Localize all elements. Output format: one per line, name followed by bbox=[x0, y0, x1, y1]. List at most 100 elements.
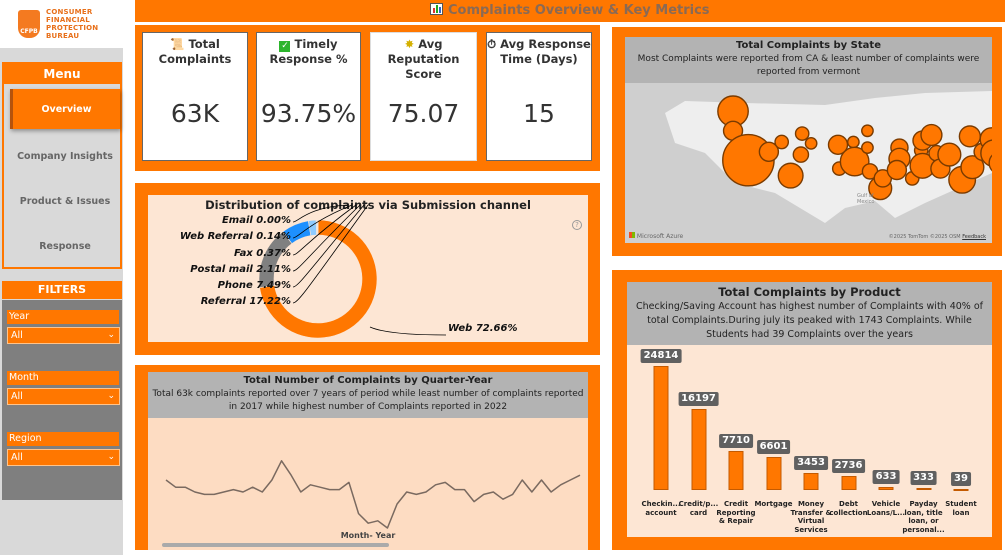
bar[interactable] bbox=[691, 409, 706, 490]
bar[interactable] bbox=[953, 489, 969, 491]
year-value: All bbox=[11, 330, 23, 341]
state-bubble[interactable] bbox=[861, 141, 874, 154]
state-bubble[interactable] bbox=[774, 134, 790, 150]
logo-line: PROTECTION bbox=[46, 24, 99, 32]
leader-line bbox=[292, 204, 369, 304]
chevron-down-icon: ⌄ bbox=[107, 452, 115, 462]
state-bubble[interactable] bbox=[846, 135, 860, 149]
kpi-total-complaints: 📜 Total Complaints 63K bbox=[142, 32, 248, 161]
donut-svg bbox=[258, 204, 447, 339]
bar[interactable] bbox=[766, 457, 781, 490]
state-bubble[interactable] bbox=[988, 152, 992, 175]
year-dropdown[interactable]: All ⌄ bbox=[7, 327, 120, 344]
us-map[interactable]: Microsoft Azure ©2025 TomTom ©2025 OSM F… bbox=[625, 83, 992, 243]
menu-item-company-insights[interactable]: Company Insights bbox=[17, 150, 113, 162]
donut-chart: Distribution of complaints via Submissio… bbox=[148, 195, 588, 342]
category-label: Checkin... account bbox=[641, 500, 681, 517]
donut-label: Postal mail 2.11% bbox=[190, 264, 291, 275]
kpi-label: Total Complaints bbox=[158, 37, 232, 66]
bar-chart-icon bbox=[430, 3, 444, 15]
donut-slice-web[interactable] bbox=[259, 219, 378, 339]
eagle-seal-icon: CFPB bbox=[18, 10, 40, 38]
chevron-down-icon: ⌄ bbox=[107, 391, 115, 401]
leader-line bbox=[292, 204, 357, 256]
category-label: Debt collection bbox=[829, 500, 868, 517]
kpi-reputation-score: ✸ Avg Reputation Score 75.07 bbox=[370, 32, 477, 161]
chevron-down-icon: ⌄ bbox=[107, 330, 115, 340]
kpi-label: Timely Response % bbox=[269, 37, 348, 66]
category-label: Student loan bbox=[945, 500, 977, 517]
kpi-label: Avg Response Time (Days) bbox=[500, 37, 591, 66]
bar-value-label: 333 bbox=[910, 471, 937, 486]
help-icon[interactable]: ? bbox=[572, 220, 582, 230]
star-badge-icon: ✸ bbox=[404, 37, 415, 51]
map-credits: ©2025 TomTom ©2025 OSM Feedback bbox=[889, 234, 986, 240]
state-bubble[interactable] bbox=[861, 124, 874, 138]
state-bubble[interactable] bbox=[960, 155, 985, 180]
state-bubble[interactable] bbox=[886, 159, 908, 181]
state-bubble[interactable] bbox=[804, 137, 818, 150]
category-label: Credit Reporting & Repair bbox=[716, 500, 756, 525]
check-box-icon: ✓ bbox=[279, 41, 291, 52]
menu-title: Menu bbox=[4, 64, 120, 84]
bar[interactable] bbox=[841, 476, 856, 490]
menu-panel: Menu Overview Company Insights Product &… bbox=[2, 62, 122, 269]
gulf-label: Gulf of Mexico bbox=[857, 193, 875, 205]
line-svg bbox=[165, 460, 581, 529]
menu-item-response[interactable]: Response bbox=[39, 240, 91, 252]
product-title: Total Complaints by Product bbox=[718, 285, 901, 299]
brand-text: Microsoft Azure bbox=[636, 233, 684, 240]
donut-label: Web Referral 0.14% bbox=[179, 231, 291, 242]
category-label: Credit/p... card bbox=[678, 500, 719, 517]
state-bubble[interactable] bbox=[920, 123, 943, 147]
menu-item-product-issues[interactable]: Product & Issues bbox=[19, 195, 111, 207]
scroll-icon: 📜 bbox=[170, 37, 185, 51]
region-value: All bbox=[11, 452, 23, 463]
kpi-response-time: ⏱ Avg Response Time (Days) 15 bbox=[486, 32, 592, 161]
product-subtitle: Checking/Saving Account has highest numb… bbox=[635, 301, 984, 340]
state-bubble[interactable] bbox=[937, 142, 962, 167]
kpi-value: 15 bbox=[523, 99, 555, 128]
map-svg bbox=[665, 91, 992, 223]
line-chart: Total Number of Complaints by Quarter-Ye… bbox=[148, 372, 588, 550]
state-bubble[interactable] bbox=[827, 134, 849, 155]
map-header: Total Complaints by State Most Complaint… bbox=[625, 37, 992, 83]
logo-line: BUREAU bbox=[46, 32, 80, 40]
product-bar-chart: 24814 Checkin... account 16197 Credit/p... … bbox=[627, 345, 992, 537]
bar[interactable] bbox=[916, 488, 931, 491]
bar[interactable] bbox=[728, 451, 744, 490]
menu-item-overview[interactable]: Overview bbox=[10, 89, 120, 129]
filters-title: FILTERS bbox=[2, 281, 122, 299]
page-title-bar: Complaints Overview & Key Metrics bbox=[135, 0, 1005, 22]
stopwatch-icon: ⏱ bbox=[487, 37, 497, 51]
feedback-link[interactable]: Feedback bbox=[962, 234, 986, 240]
region-dropdown[interactable]: All ⌄ bbox=[7, 449, 120, 466]
month-dropdown[interactable]: All ⌄ bbox=[7, 388, 120, 405]
horizontal-scrollbar[interactable] bbox=[162, 543, 389, 547]
kpi-value: 75.07 bbox=[387, 99, 460, 128]
bar[interactable] bbox=[653, 366, 669, 490]
filters-panel: Year All ⌄ Month All ⌄ Region All ⌄ bbox=[2, 300, 122, 500]
state-bubble[interactable] bbox=[758, 141, 780, 163]
product-header: Total Complaints by Product Checking/Sav… bbox=[627, 282, 992, 345]
state-bubble[interactable] bbox=[958, 125, 981, 148]
x-axis-label: Month- Year bbox=[340, 531, 396, 540]
month-value: All bbox=[11, 391, 23, 402]
donut-label: Referral 17.22% bbox=[200, 296, 291, 307]
bar[interactable] bbox=[803, 472, 819, 490]
state-bubble[interactable] bbox=[777, 162, 804, 189]
leader-line bbox=[292, 204, 349, 223]
complaints-trend-line[interactable] bbox=[165, 460, 581, 529]
page-title: Complaints Overview & Key Metrics bbox=[447, 3, 710, 18]
donut-label: Email 0.00% bbox=[221, 215, 291, 226]
bar[interactable] bbox=[878, 486, 894, 490]
kpi-timely-response: ✓ Timely Response % 93.75% bbox=[256, 32, 361, 161]
logo-line: CONSUMER bbox=[46, 8, 93, 16]
donut-label: Web 72.66% bbox=[448, 323, 518, 334]
state-bubble[interactable] bbox=[794, 126, 810, 141]
state-bubble[interactable] bbox=[792, 146, 810, 163]
state-bubble[interactable] bbox=[839, 146, 870, 177]
leader-line bbox=[369, 326, 447, 336]
cfpb-logo: CFPB CONSUMER FINANCIAL PROTECTION BUREA… bbox=[0, 0, 123, 48]
leader-line bbox=[292, 204, 353, 239]
